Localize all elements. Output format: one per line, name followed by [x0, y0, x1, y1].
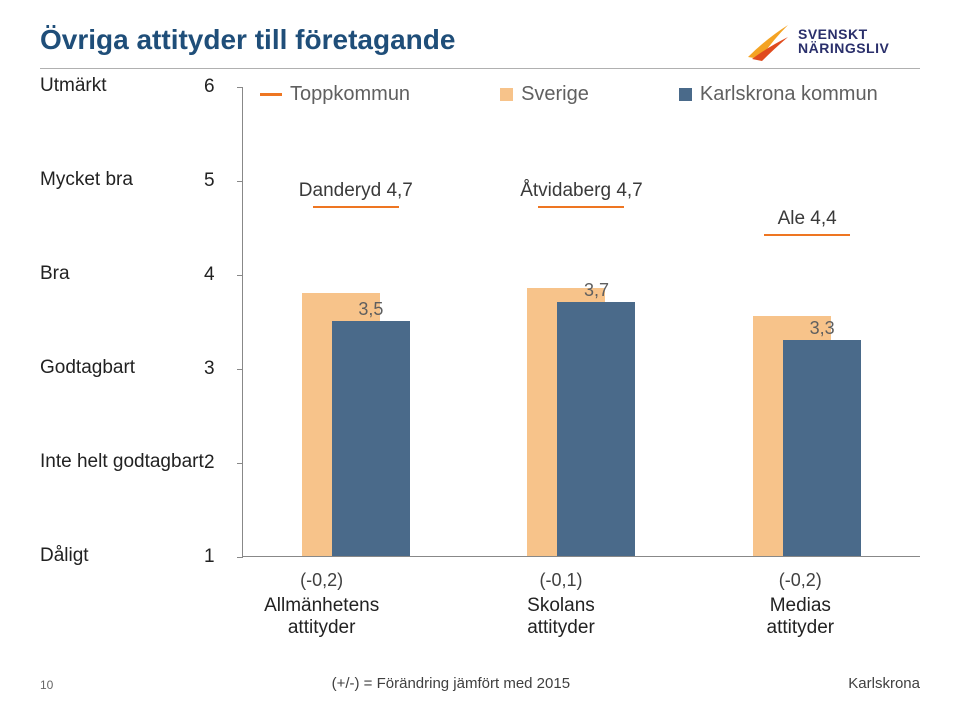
- chart-area: Toppkommun Sverige Karlskrona kommun 123…: [220, 87, 920, 557]
- bar-kommun-0: 3,5: [332, 321, 410, 556]
- bar-group-0: 3,5Danderyd 4,7: [282, 293, 430, 556]
- delta-2: (-0,2): [710, 570, 890, 591]
- y-label-3: Godtagbart: [40, 357, 135, 379]
- page-number: 10: [40, 678, 53, 692]
- bar-groups: 3,5Danderyd 4,73,7Åtvidaberg 4,73,3Ale 4…: [243, 87, 920, 556]
- top-label-1: Åtvidaberg 4,7: [520, 180, 643, 202]
- y-label-4: Bra: [40, 263, 70, 285]
- top-label-0: Danderyd 4,7: [299, 180, 413, 202]
- bar-kommun-1: 3,7: [557, 302, 635, 556]
- brand-line1: SVENSKT: [798, 27, 889, 41]
- y-axis-category-labels: DåligtInte helt godtagbartGodtagbartBraM…: [40, 87, 220, 557]
- footnote: (+/-) = Förändring jämfört med 2015: [53, 675, 848, 692]
- brand-line2: NÄRINGSLIV: [798, 41, 889, 55]
- category-label-1: Skolansattityder: [471, 595, 651, 639]
- bar-group-1: 3,7Åtvidaberg 4,7: [507, 288, 655, 556]
- plot-area: 3,5Danderyd 4,73,7Åtvidaberg 4,73,3Ale 4…: [242, 87, 920, 557]
- title-rule: [40, 68, 920, 69]
- delta-0: (-0,2): [232, 570, 412, 591]
- chart-region: DåligtInte helt godtagbartGodtagbartBraM…: [40, 87, 920, 557]
- bar-kommun-2: 3,3: [783, 340, 861, 556]
- top-line-2: [764, 234, 850, 236]
- bar-value-2: 3,3: [783, 318, 861, 339]
- x-label-group-0: (-0,2) Allmänhetensattityder: [232, 570, 412, 639]
- y-label-1: Dåligt: [40, 545, 89, 567]
- category-label-2: Mediasattityder: [710, 595, 890, 639]
- delta-1: (-0,1): [471, 570, 651, 591]
- bar-value-1: 3,7: [557, 280, 635, 301]
- y-tick-4: 4: [204, 264, 215, 286]
- footer: 10 (+/-) = Förändring jämfört med 2015 K…: [40, 675, 920, 692]
- location-label: Karlskrona: [848, 675, 920, 692]
- y-label-5: Mycket bra: [40, 169, 133, 191]
- y-tick-2: 2: [204, 452, 215, 474]
- y-tick-1: 1: [204, 546, 215, 568]
- top-line-1: [538, 206, 624, 208]
- y-tick-5: 5: [204, 170, 215, 192]
- y-tick-3: 3: [204, 358, 215, 380]
- brand-logo: SVENSKT NÄRINGSLIV: [746, 18, 926, 64]
- top-label-2: Ale 4,4: [778, 208, 837, 230]
- x-label-group-1: (-0,1) Skolansattityder: [471, 570, 651, 639]
- category-label-0: Allmänhetensattityder: [232, 595, 412, 639]
- bar-group-2: 3,3Ale 4,4: [733, 316, 881, 556]
- y-tick-6: 6: [204, 76, 215, 98]
- slide: SVENSKT NÄRINGSLIV Övriga attityder till…: [0, 0, 960, 710]
- y-label-2: Inte helt godtagbart: [40, 451, 204, 473]
- x-axis-labels: (-0,2) Allmänhetensattityder (-0,1) Skolans…: [202, 570, 920, 639]
- bar-value-0: 3,5: [332, 299, 410, 320]
- y-axis-ticks: 123456: [220, 87, 240, 557]
- logo-swoosh-icon: [746, 19, 790, 63]
- top-line-0: [313, 206, 399, 208]
- x-label-group-2: (-0,2) Mediasattityder: [710, 570, 890, 639]
- y-label-6: Utmärkt: [40, 75, 107, 97]
